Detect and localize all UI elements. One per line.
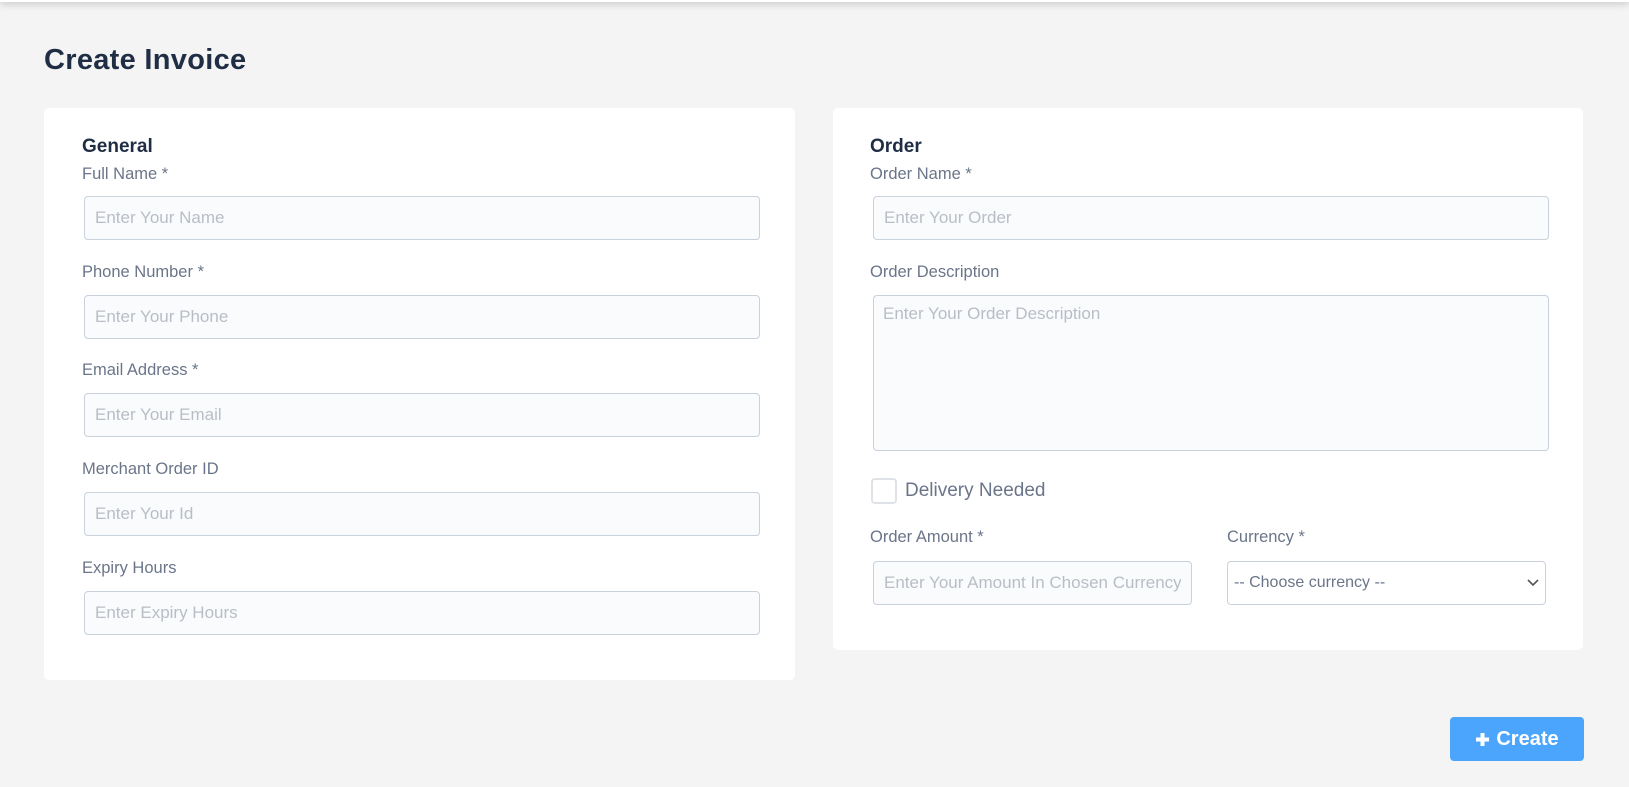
full-name-label: Full Name * <box>82 165 169 183</box>
order-name-label: Order Name * <box>870 165 972 183</box>
merchant-order-id-label: Merchant Order ID <box>82 460 219 478</box>
page-title: Create Invoice <box>44 44 247 76</box>
email-label: Email Address * <box>82 361 199 379</box>
currency-select[interactable]: -- Choose currency -- <box>1227 561 1546 605</box>
create-button[interactable]: Create <box>1450 717 1584 761</box>
order-amount-label: Order Amount * <box>870 528 984 546</box>
order-heading: Order <box>870 136 922 157</box>
order-amount-input[interactable] <box>873 561 1192 605</box>
order-description-label: Order Description <box>870 263 1000 281</box>
expiry-hours-input[interactable] <box>84 591 760 635</box>
plus-icon <box>1476 732 1490 746</box>
delivery-needed-label[interactable]: Delivery Needed <box>905 480 1046 501</box>
expiry-hours-label: Expiry Hours <box>82 559 177 577</box>
top-navbar <box>0 0 1629 2</box>
order-description-textarea[interactable] <box>873 295 1549 451</box>
currency-selected-value: -- Choose currency -- <box>1234 574 1386 591</box>
order-name-input[interactable] <box>873 196 1549 240</box>
create-button-label: Create <box>1496 727 1559 750</box>
chevron-down-icon <box>1527 579 1539 587</box>
phone-input[interactable] <box>84 295 760 339</box>
phone-label: Phone Number * <box>82 263 204 281</box>
delivery-needed-checkbox[interactable] <box>871 478 897 504</box>
currency-label: Currency * <box>1227 528 1305 546</box>
merchant-order-id-input[interactable] <box>84 492 760 536</box>
full-name-input[interactable] <box>84 196 760 240</box>
email-input[interactable] <box>84 393 760 437</box>
general-heading: General <box>82 136 153 157</box>
